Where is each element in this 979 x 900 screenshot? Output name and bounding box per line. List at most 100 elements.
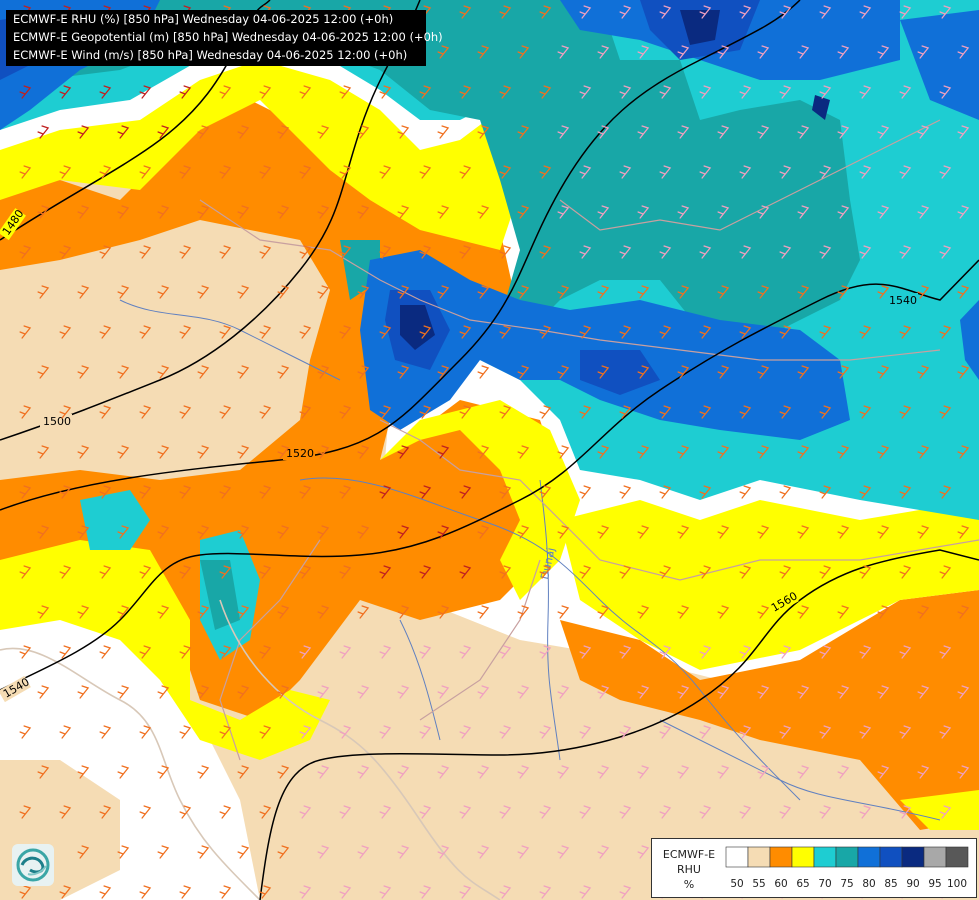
wind-barb [677, 765, 690, 779]
wind-barb [397, 445, 410, 459]
wind-barb [659, 405, 672, 419]
wind-barb [939, 805, 952, 819]
wind-barb [37, 765, 50, 779]
wind-barb [859, 245, 872, 259]
wind-barb [539, 405, 552, 419]
wind-barb [59, 405, 72, 419]
wind-barb [277, 285, 290, 299]
wind-barb [259, 725, 272, 739]
wind-barb [939, 5, 952, 19]
wind-barb [179, 85, 192, 99]
wind-barb [219, 245, 232, 259]
wind-barb [539, 885, 552, 899]
wind-barb [779, 485, 792, 499]
wind-barb [99, 725, 112, 739]
wind-barb [19, 805, 32, 819]
wind-barb [477, 525, 490, 539]
wind-barb [717, 605, 730, 619]
wind-barb [339, 85, 352, 99]
header-line-rhu: ECMWF-E RHU (%) [850 hPa] Wednesday 04-0… [13, 12, 394, 26]
wind-barb [219, 85, 232, 99]
wind-barb [619, 245, 632, 259]
wind-barb [699, 805, 712, 819]
wind-barb [517, 365, 530, 379]
wind-barb [259, 325, 272, 339]
wind-barb [837, 125, 850, 139]
wind-barb [837, 205, 850, 219]
wind-barb [517, 285, 530, 299]
contour-1500 [0, 0, 421, 441]
wind-barb [539, 485, 552, 499]
wind-barb [637, 125, 650, 139]
contour-label-1520: 1520 [286, 447, 314, 460]
wind-barb [459, 725, 472, 739]
wind-barb [459, 645, 472, 659]
legend-tick-label: 90 [906, 878, 919, 890]
wind-barb [819, 405, 832, 419]
wind-barb [557, 445, 570, 459]
wind-barb [659, 85, 672, 99]
wind-barb [579, 805, 592, 819]
wind-barb [597, 285, 610, 299]
wind-barb [757, 445, 770, 459]
wind-barb [837, 285, 850, 299]
wind-barb [419, 725, 432, 739]
wind-barb [539, 565, 552, 579]
wind-barb [477, 765, 490, 779]
wind-barb [637, 365, 650, 379]
wind-barb [597, 205, 610, 219]
wind-barb [437, 685, 450, 699]
wind-barb [899, 85, 912, 99]
wind-barb [357, 685, 370, 699]
wind-barb [459, 85, 472, 99]
wind-barb [179, 165, 192, 179]
wind-barb [37, 205, 50, 219]
wind-barb [579, 85, 592, 99]
wind-barb [157, 525, 170, 539]
wind-barb [619, 85, 632, 99]
wind-barb [499, 885, 512, 899]
wind-barb [819, 645, 832, 659]
wind-barb [459, 165, 472, 179]
wind-barb [77, 445, 90, 459]
wind-barb [259, 805, 272, 819]
wind-barb [837, 365, 850, 379]
wind-barb [957, 685, 970, 699]
wind-barb [157, 445, 170, 459]
wind-barb [197, 445, 210, 459]
wind-barb [59, 725, 72, 739]
wind-barb [299, 165, 312, 179]
wind-barb [379, 325, 392, 339]
contour-label-1500: 1500 [43, 415, 71, 428]
wind-barb [517, 685, 530, 699]
wind-barb [499, 325, 512, 339]
wind-barb [939, 165, 952, 179]
wind-barb [19, 405, 32, 419]
wind-barb [677, 605, 690, 619]
wind-barb [259, 245, 272, 259]
contour-1560 [259, 549, 979, 900]
wind-barb [517, 125, 530, 139]
legend-tick-label: 85 [884, 878, 897, 890]
wind-barb [59, 245, 72, 259]
wind-barb [659, 645, 672, 659]
wind-barb [739, 565, 752, 579]
legend-swatch [923, 846, 947, 868]
wind-barb [499, 725, 512, 739]
wind-barb [739, 245, 752, 259]
wind-barb [717, 445, 730, 459]
wind-barb [477, 845, 490, 859]
wind-barb [77, 765, 90, 779]
wind-barb [557, 685, 570, 699]
wind-barb [757, 765, 770, 779]
wind-barb [317, 525, 330, 539]
wind-barb [197, 845, 210, 859]
wind-barb [437, 125, 450, 139]
wind-barb [437, 845, 450, 859]
wind-barb [957, 765, 970, 779]
wind-barb [957, 45, 970, 59]
wind-barb [117, 365, 130, 379]
wind-barb [819, 165, 832, 179]
wind-barb [917, 365, 930, 379]
wind-barb [59, 885, 72, 899]
